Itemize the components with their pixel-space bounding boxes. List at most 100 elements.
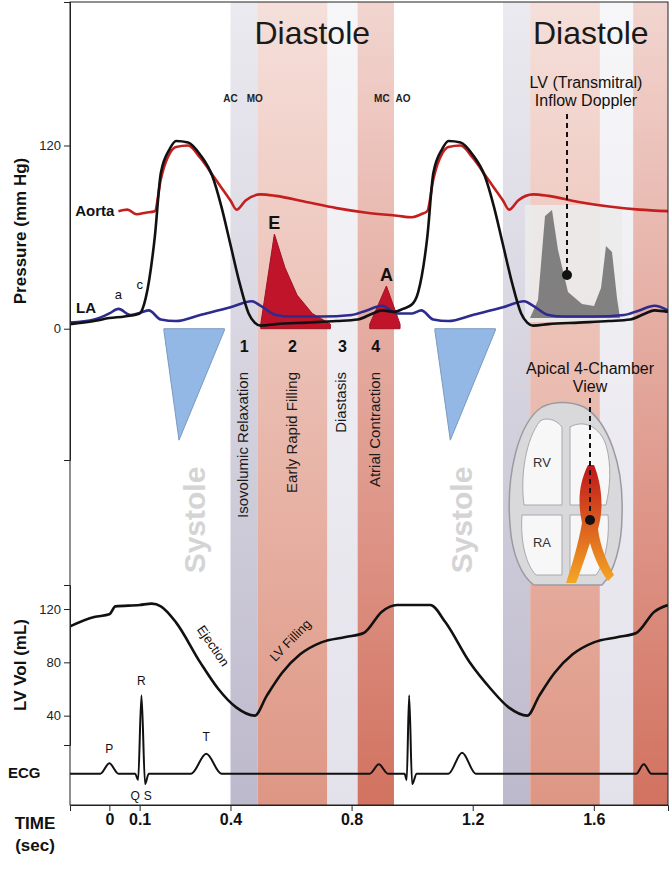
line-series (70, 141, 668, 326)
phase-texts: 1Isovolumic Relaxation2Early Rapid Filli… (223, 93, 411, 518)
y-axis: 0 120 (39, 3, 70, 461)
x-axis: 0 0.1 0.4 0.8 1.2 1.6 (71, 805, 669, 828)
annotation: Q (130, 789, 139, 803)
x-tick: 1.6 (583, 805, 605, 828)
area-series (164, 329, 225, 440)
phase-band (258, 2, 328, 805)
y-axis-title: ECG (8, 764, 41, 781)
x-tick-mark (352, 805, 353, 811)
x-tick-label: 0.4 (220, 811, 242, 828)
x-tick: 0.4 (220, 805, 242, 828)
y-axis-title: LV Vol (mL) (11, 619, 30, 711)
heart-chamber (523, 419, 562, 505)
echo-label: Apical 4-ChamberView (526, 360, 655, 395)
phase-label: Atrial Contraction (366, 372, 383, 487)
y-tick-mark (64, 609, 70, 610)
line-series (70, 301, 668, 322)
phase-band (358, 2, 394, 805)
x-tick: 0.1 (129, 805, 151, 828)
phase-number: 4 (371, 338, 380, 355)
y-tick-mark (64, 329, 70, 330)
annotation: S (144, 789, 152, 803)
doppler-inset (525, 205, 622, 322)
x-axis-title-line: TIME (15, 814, 56, 833)
x-axis-title: TIME(sec) (15, 814, 56, 855)
line-series (70, 695, 668, 784)
annotation: T (203, 730, 211, 744)
heart-diagram: RVRA (509, 403, 622, 586)
annotations: P Q R S T (105, 674, 210, 803)
valve-event: AO (396, 93, 411, 104)
series-label: Aorta (75, 202, 115, 219)
y-axis-title: Pressure (mm Hg) (11, 158, 30, 304)
x-tick-mark (594, 805, 595, 811)
heart-chamber (522, 515, 562, 575)
x-tick: 1.2 (462, 805, 484, 828)
section-header: Diastole (254, 15, 370, 51)
section-labels: Systole Systole Diastole Diastole (178, 15, 649, 573)
series-label: A (380, 265, 393, 285)
chamber-label: RA (533, 535, 551, 550)
y-tick-label: 0 (54, 321, 61, 336)
annotations: EjectionLV Filling (194, 616, 314, 669)
y-tick: 120 (39, 138, 70, 153)
annotation: a (115, 287, 123, 302)
plot-area (70, 604, 668, 716)
series-label: E (268, 213, 280, 233)
echo-label-line: Apical 4-Chamber (526, 360, 655, 377)
y-axis-line (64, 586, 71, 746)
y-tick-label: 120 (39, 602, 61, 617)
phase-label: Diastasis (332, 372, 349, 433)
x-tick-label: 0 (105, 811, 114, 828)
phase-label: Isovolumic Relaxation (234, 372, 251, 518)
doppler-dot (562, 270, 572, 280)
systole-label: Systole (445, 467, 478, 574)
y-tick: 40 (47, 708, 70, 723)
area-series (435, 329, 496, 440)
doppler-label-line: LV (Transmitral) (530, 74, 643, 91)
y-tick: 80 (47, 655, 70, 670)
y-tick: 0 (54, 321, 70, 336)
y-tick: 120 (39, 602, 70, 617)
doppler-label-line: Inflow Doppler (535, 92, 638, 109)
plot-frame (70, 2, 668, 805)
valve-event: MO (247, 93, 263, 104)
x-tick-mark (230, 805, 231, 811)
phase-bands (230, 2, 668, 805)
phase-band (230, 2, 257, 805)
doppler-spectrum (530, 210, 620, 318)
annotation: c (136, 277, 143, 292)
x-tick-label: 1.2 (462, 811, 484, 828)
section-header: Diastole (533, 15, 649, 51)
x-axis-line (71, 806, 669, 812)
series-label: LA (76, 299, 96, 316)
phase-band (633, 2, 668, 805)
valve-event: MC (374, 93, 390, 104)
annotation: P (105, 742, 113, 756)
echo-leader (589, 398, 591, 515)
doppler-leader (566, 114, 568, 270)
phase-band (327, 2, 357, 805)
phase-number: 2 (288, 338, 297, 355)
plot-area (70, 695, 668, 784)
doppler-label: LV (Transmitral)Inflow Doppler (530, 74, 643, 109)
y-tick-mark (64, 716, 70, 717)
annotation: R (137, 674, 146, 688)
x-tick-label: 1.6 (583, 811, 605, 828)
y-tick-mark (64, 662, 70, 663)
y-tick-label: 80 (47, 655, 61, 670)
x-tick: 0.8 (341, 805, 363, 828)
x-tick-label: 0.1 (129, 811, 151, 828)
x-tick-mark (473, 805, 474, 811)
echo-dot (585, 515, 595, 525)
phase-band (600, 2, 633, 805)
y-tick-label: 40 (47, 708, 61, 723)
area-series (261, 234, 331, 329)
heart-outline (509, 403, 622, 586)
x-tick: 0 (105, 805, 114, 828)
y-axis: 40 80 120 (39, 586, 70, 746)
inset-labels: LV (Transmitral)Inflow Doppler Apical 4-C… (526, 74, 655, 525)
y-tick-label: 120 (39, 138, 61, 153)
phase-number: 1 (240, 338, 249, 355)
systole-label: Systole (178, 467, 211, 574)
